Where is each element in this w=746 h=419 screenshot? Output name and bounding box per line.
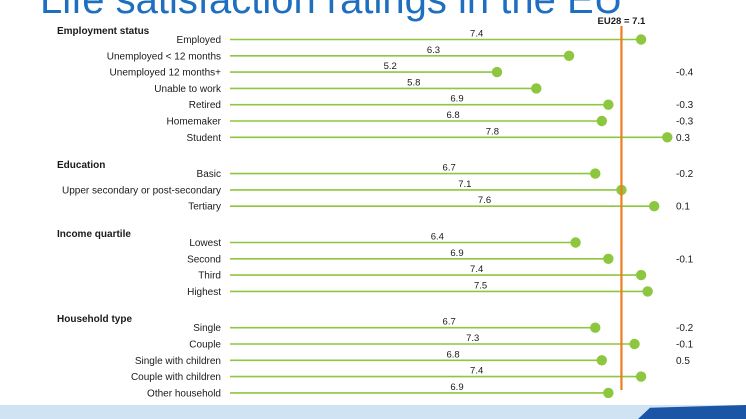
data-point [596,355,607,366]
row-label: Basic [197,169,221,180]
value-label: 6.9 [450,94,463,105]
value-label: 6.7 [443,163,456,174]
value-label: 6.8 [446,110,459,121]
row-label: Unable to work [154,84,222,95]
data-point [590,322,601,333]
value-label: 5.8 [407,77,420,88]
difference-label: -0.3 [676,117,694,128]
row-label: Lowest [189,238,221,249]
footer-logo-corner [638,405,746,419]
row-label: Couple with children [131,372,221,383]
footer-band [0,405,746,419]
value-label: 7.4 [470,29,483,40]
data-point [662,132,673,143]
group-heading: Income quartile [57,229,131,240]
row-label: Homemaker [167,117,222,128]
data-point [596,115,607,127]
row-label: Highest [187,287,221,298]
difference-label: -0.4 [676,68,694,79]
data-point [491,66,503,78]
difference-label: -0.1 [676,254,694,265]
difference-label: -0.2 [676,169,694,180]
data-point [590,168,601,179]
row-label: Unemployed < 12 months [107,51,221,62]
data-point [570,237,581,248]
group-heading: Education [57,160,105,171]
value-label: 6.9 [450,248,463,259]
data-point [635,371,647,382]
row-label: Single with children [135,356,221,367]
data-point [635,269,647,281]
row-label: Second [187,254,221,265]
reference-label: EU28 = 7.1 [598,16,647,27]
difference-label: 0.3 [676,133,690,144]
difference-label: -0.2 [676,323,694,334]
row-label: Third [198,271,221,282]
row-label: Student [187,133,222,144]
row-label: Tertiary [188,202,221,213]
value-label: 7.4 [470,366,483,377]
row-label: Retired [189,100,221,111]
row-label: Employed [177,35,221,46]
data-point [603,99,614,110]
data-point [531,83,542,94]
value-label: 6.8 [446,349,459,360]
row-label: Other household [147,388,221,399]
value-label: 6.7 [443,317,456,328]
difference-label: 0.1 [676,202,690,213]
value-label: 7.3 [466,333,479,344]
value-label: 7.4 [470,264,483,275]
value-label: 6.3 [427,45,440,56]
data-point [649,201,660,212]
data-point [603,253,614,264]
row-label: Couple [189,340,221,351]
group-heading: Household type [57,314,132,325]
row-label: Upper secondary or post-secondary [62,185,221,196]
value-label: 7.5 [474,280,487,291]
data-point [642,286,653,297]
difference-label: -0.1 [676,340,694,351]
group-heading: Employment status [57,26,150,37]
difference-label: -0.3 [676,100,694,111]
data-point [563,50,575,61]
value-label: 7.8 [486,126,499,137]
value-label: 6.4 [431,232,444,243]
difference-label: 0.5 [676,356,690,367]
data-point [603,387,614,399]
data-point [635,34,647,45]
value-label: 6.9 [450,382,463,393]
page-title: Life satisfaction ratings in the EU [40,0,623,22]
value-label: 7.1 [458,179,471,190]
data-point [629,338,640,350]
value-label: 5.2 [384,61,397,72]
row-label: Single [193,323,221,334]
value-label: 7.6 [478,195,491,206]
row-label: Unemployed 12 months+ [110,68,222,79]
